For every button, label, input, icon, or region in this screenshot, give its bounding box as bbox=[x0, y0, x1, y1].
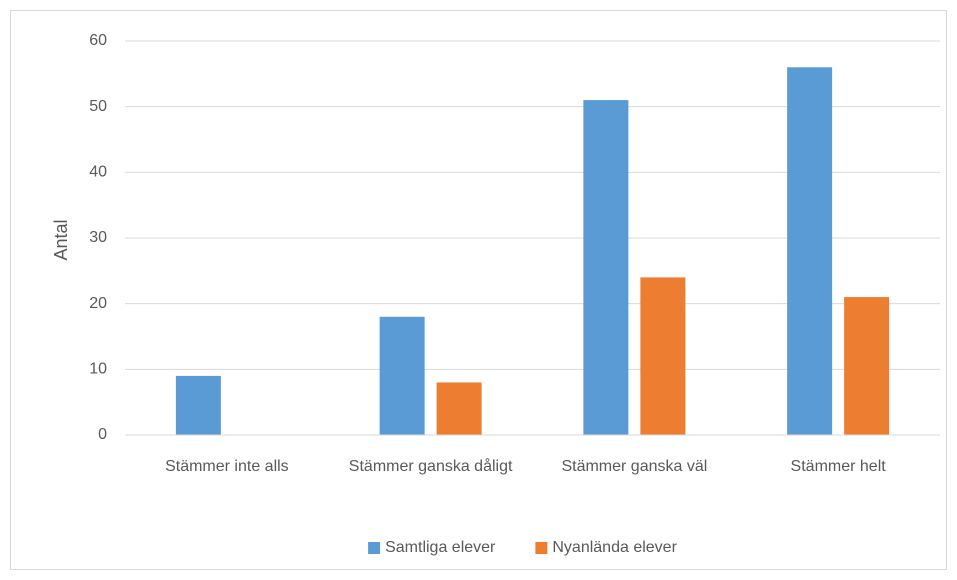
legend-label: Nyanlända elever bbox=[552, 539, 677, 556]
bar bbox=[379, 316, 425, 435]
y-tick-label: 60 bbox=[89, 32, 107, 49]
bar bbox=[583, 100, 629, 435]
y-tick-label: 50 bbox=[89, 98, 107, 115]
x-tick-label: Stämmer helt bbox=[791, 458, 887, 475]
legend-swatch bbox=[368, 542, 381, 554]
y-tick-label: 10 bbox=[89, 361, 107, 378]
legend-swatch bbox=[535, 542, 548, 554]
bar bbox=[175, 375, 221, 435]
x-tick-label: Stämmer ganska dåligt bbox=[349, 457, 513, 475]
y-tick-label: 40 bbox=[89, 164, 107, 181]
y-tick-label: 30 bbox=[89, 229, 107, 246]
bar bbox=[436, 382, 482, 435]
x-tick-label: Stämmer inte alls bbox=[165, 458, 289, 475]
x-tick-label: Stämmer ganska väl bbox=[561, 458, 707, 475]
bar bbox=[640, 277, 686, 435]
bar bbox=[787, 67, 833, 436]
y-tick-label: 20 bbox=[89, 295, 107, 312]
legend-label: Samtliga elever bbox=[385, 539, 496, 556]
y-tick-label: 0 bbox=[98, 426, 107, 443]
y-axis-label: Antal bbox=[51, 219, 71, 260]
bar bbox=[844, 297, 890, 435]
